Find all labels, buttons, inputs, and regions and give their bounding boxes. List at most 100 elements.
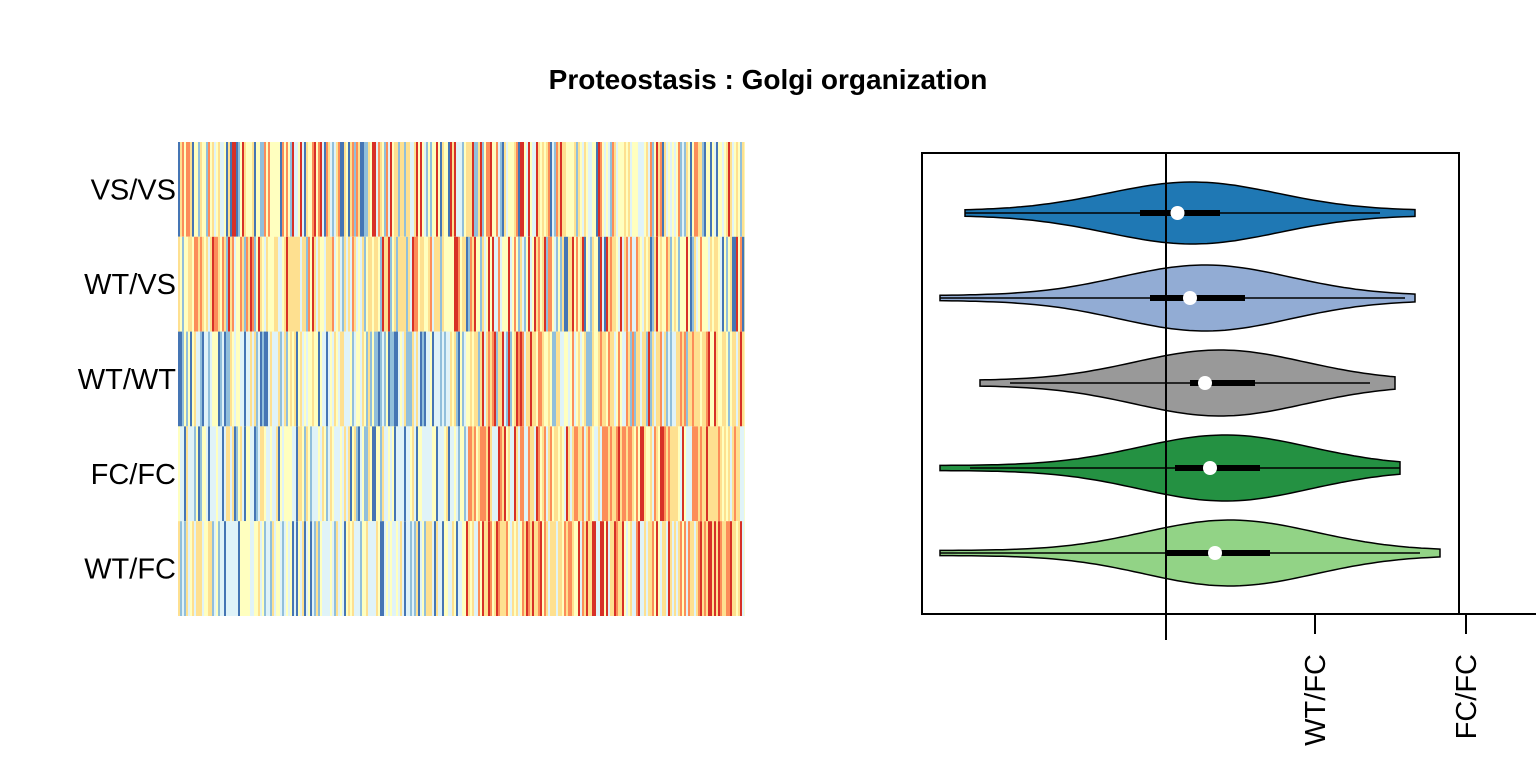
heatmap-cell — [494, 142, 497, 237]
heatmap-cell — [584, 236, 587, 332]
heatmap-cell — [676, 142, 679, 237]
heatmap-cell — [546, 426, 549, 522]
heatmap-row-label: WT/WT — [78, 364, 177, 396]
heatmap-cell — [196, 426, 199, 522]
heatmap-cell — [670, 331, 673, 427]
heatmap-cell — [580, 142, 583, 237]
heatmap-cell — [214, 236, 217, 332]
heatmap-cell — [310, 236, 313, 332]
heatmap-cell — [386, 331, 389, 427]
heatmap-cell — [414, 142, 417, 237]
heatmap-cell — [254, 426, 257, 522]
heatmap-cell — [182, 426, 185, 522]
heatmap-cell — [736, 331, 739, 427]
heatmap-cell — [308, 426, 311, 522]
heatmap-cell — [572, 426, 575, 522]
heatmap-cell — [512, 236, 515, 332]
heatmap-cell — [626, 236, 629, 332]
heatmap-cell — [228, 331, 231, 427]
heatmap-cell — [460, 521, 463, 616]
heatmap-cell — [426, 142, 429, 237]
x-tick-label: WT/FC — [1300, 654, 1332, 746]
heatmap-cell — [570, 521, 573, 616]
heatmap-cell — [574, 236, 577, 332]
heatmap-cell — [274, 426, 277, 522]
heatmap-cell — [528, 142, 531, 237]
heatmap-cell — [696, 331, 699, 427]
heatmap-cell — [720, 331, 723, 427]
heatmap-cell — [678, 426, 681, 522]
heatmap-row — [178, 521, 745, 616]
heatmap-cell — [618, 236, 621, 332]
heatmap-cell — [694, 426, 697, 522]
heatmap-cell — [178, 426, 181, 522]
heatmap-cell — [452, 331, 455, 427]
heatmap-cell — [592, 521, 595, 616]
heatmap-cell — [196, 236, 199, 332]
heatmap-cell — [634, 142, 637, 237]
heatmap-cell — [464, 521, 467, 616]
heatmap-cell — [586, 331, 589, 427]
heatmap-cell — [464, 426, 467, 522]
heatmap-cell — [318, 236, 321, 332]
heatmap-cell — [396, 236, 399, 332]
heatmap-cell — [632, 236, 635, 332]
heatmap-cell — [524, 236, 527, 332]
heatmap-cell — [716, 236, 719, 332]
heatmap-cell — [252, 426, 255, 522]
heatmap-cell — [586, 236, 589, 332]
heatmap-cell — [526, 331, 529, 427]
heatmap-cell — [550, 426, 553, 522]
heatmap-cell — [452, 142, 455, 237]
heatmap-cell — [510, 236, 513, 332]
heatmap-cell — [346, 331, 349, 427]
heatmap-cell — [522, 236, 525, 332]
heatmap-cell — [412, 426, 415, 522]
heatmap-cell — [276, 142, 279, 237]
heatmap-cell — [208, 236, 211, 332]
heatmap-cell — [192, 426, 195, 522]
heatmap-cell — [458, 236, 461, 332]
heatmap-cell — [410, 331, 413, 427]
heatmap-cell — [622, 331, 625, 427]
heatmap-cell — [472, 331, 475, 427]
heatmap-cell — [240, 142, 243, 237]
heatmap-cell — [614, 521, 617, 616]
heatmap-cell — [258, 331, 261, 427]
heatmap-cell — [646, 331, 649, 427]
heatmap-cell — [696, 426, 699, 522]
heatmap-cell — [402, 331, 405, 427]
heatmap-cell — [440, 236, 443, 332]
heatmap-cell — [468, 331, 471, 427]
heatmap-cell — [428, 142, 431, 237]
heatmap-cell — [330, 142, 333, 237]
heatmap-cell — [388, 142, 391, 237]
heatmap-cell — [498, 331, 501, 427]
heatmap-cell — [232, 331, 235, 427]
heatmap-cell — [478, 142, 481, 237]
heatmap-cell — [260, 331, 263, 427]
heatmap-cell — [244, 331, 247, 427]
heatmap-cell — [370, 236, 373, 332]
heatmap-cell — [272, 142, 275, 237]
heatmap-cell — [640, 142, 643, 237]
heatmap-cell — [660, 331, 663, 427]
heatmap-cell — [360, 331, 363, 427]
heatmap-cell — [596, 331, 599, 427]
heatmap-cell — [324, 521, 327, 616]
heatmap-cell — [642, 142, 645, 237]
heatmap-cell — [596, 142, 599, 237]
heatmap-cell — [424, 521, 427, 616]
heatmap-cell — [368, 521, 371, 616]
heatmap-cell — [340, 236, 343, 332]
heatmap-cell — [742, 236, 745, 332]
heatmap-cell — [672, 331, 675, 427]
heatmap-cell — [446, 236, 449, 332]
heatmap-cell — [568, 426, 571, 522]
heatmap-cell — [378, 331, 381, 427]
heatmap-cell — [402, 142, 405, 237]
heatmap-cell — [530, 521, 533, 616]
heatmap-cell — [612, 331, 615, 427]
heatmap-cell — [620, 426, 623, 522]
heatmap-cell — [688, 331, 691, 427]
